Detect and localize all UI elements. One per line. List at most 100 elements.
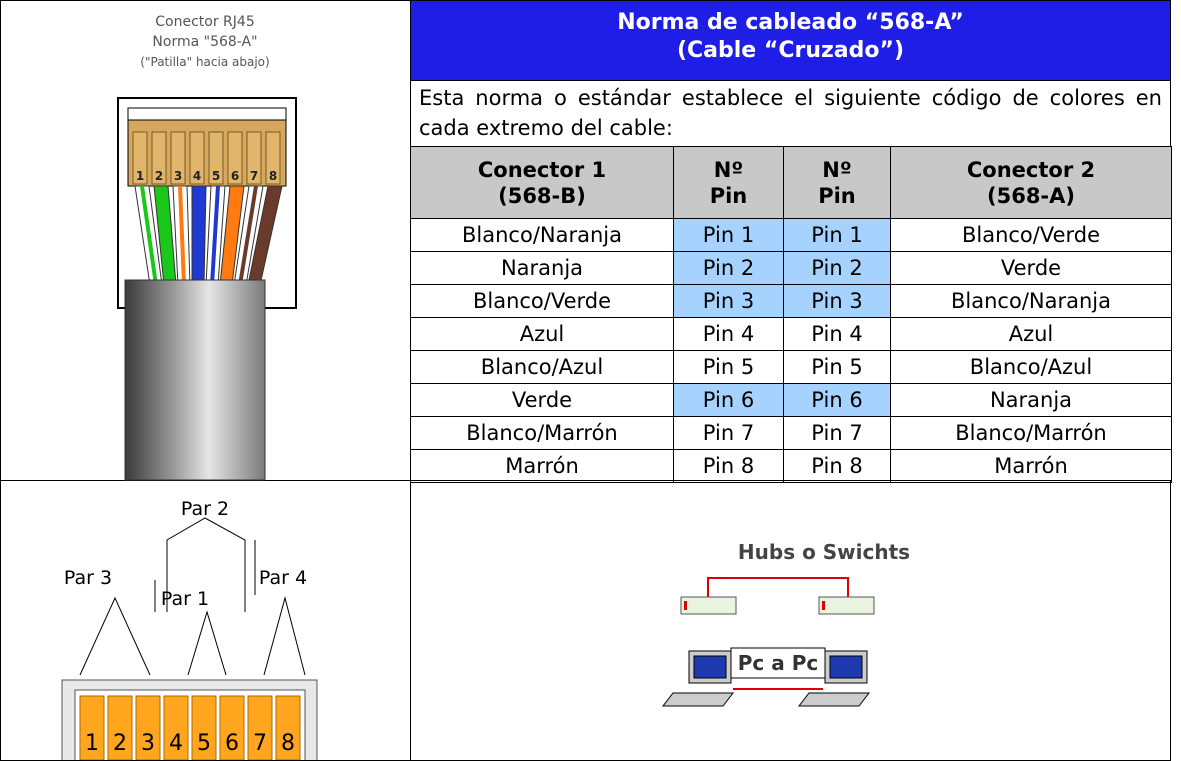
pin-number: 3 (174, 169, 182, 183)
table-cell: Pin 8 (783, 449, 891, 483)
header-line: (568-A) (987, 183, 1075, 208)
shape (684, 601, 687, 610)
column-header: Conector 1 (568-B) (410, 146, 674, 219)
header-line: (568-B) (498, 183, 586, 208)
shape (829, 655, 863, 679)
shape (822, 601, 825, 610)
wire-stripe (140, 186, 158, 285)
pair-label: Par 1 (161, 588, 209, 610)
pin (189, 131, 205, 185)
column-header: Nº Pin (783, 146, 891, 219)
shape (730, 647, 826, 679)
shape (680, 596, 737, 615)
table-cell: Pin 3 (673, 284, 784, 318)
header-line: Nº (822, 157, 852, 182)
caption: Norma "568-A" (152, 34, 257, 50)
pin (79, 695, 105, 760)
table-cell: Pin 2 (673, 251, 784, 285)
shape (661, 650, 871, 707)
shape (797, 692, 871, 707)
hubs-label: Hubs o Swichts (738, 540, 910, 564)
table-cell: Blanco/Naranja (890, 284, 1172, 318)
table-cell: Verde (410, 383, 674, 417)
pin-number: 2 (113, 731, 127, 756)
header-line: Conector 2 (966, 157, 1096, 182)
pin (227, 131, 243, 185)
table-cell: Pin 7 (783, 416, 891, 450)
table-cell: Marrón (410, 449, 674, 483)
pin (275, 695, 301, 760)
table-cell: Naranja (890, 383, 1172, 417)
pin-number: 5 (197, 731, 211, 756)
pin (163, 695, 189, 760)
description: Esta norma o estándar establece el sigui… (410, 80, 1171, 147)
pair-label: Par 2 (181, 498, 229, 520)
pin-number: 1 (136, 169, 144, 183)
pin-number: 2 (155, 169, 163, 183)
header-line: Pin (709, 183, 748, 208)
shape (818, 596, 875, 615)
subtitle: (Cable “Cruzado”) (676, 38, 905, 63)
network-drawing: Hubs o Swichts Pc a Pc (661, 540, 910, 707)
pair-label: Par 4 (259, 567, 307, 589)
pin-number: 4 (169, 731, 183, 756)
wire-stripe (178, 186, 186, 285)
table-cell: Pin 1 (783, 218, 891, 252)
table-cell: Pin 6 (673, 383, 784, 417)
caption: ("Patilla" hacia abajo) (140, 55, 269, 69)
pin-number: 6 (225, 731, 239, 756)
line (707, 577, 849, 597)
pin (247, 695, 273, 760)
table-cell: Pin 5 (673, 350, 784, 384)
pin-number: 5 (212, 169, 220, 183)
pin (170, 131, 186, 185)
shape (127, 107, 287, 121)
shape (693, 655, 727, 679)
table-cell: Pin 4 (673, 317, 784, 351)
line (166, 517, 246, 612)
table-cell: Pin 4 (783, 317, 891, 351)
pin (219, 695, 245, 760)
header-line: Pin (818, 183, 856, 208)
connector-drawing: Conector RJ45 Norma "568-A" ("Patilla" h… (61, 14, 318, 760)
table-cell: Blanco/Marrón (890, 416, 1172, 450)
pin-number: 1 (85, 731, 99, 756)
line (263, 596, 306, 676)
table-cell: Pin 3 (783, 284, 891, 318)
title: Norma de cableado “568-A” (617, 10, 964, 35)
table-cell: Azul (890, 317, 1172, 351)
table-cell: Blanco/Marrón (410, 416, 674, 450)
table-cell: Verde (890, 251, 1172, 285)
table-cell: Naranja (410, 251, 674, 285)
pin-number: 7 (250, 169, 258, 183)
shape (661, 692, 735, 707)
column-header: Conector 2 (568-A) (890, 146, 1172, 219)
table-cell: Pin 5 (783, 350, 891, 384)
pin (208, 131, 224, 185)
table-cell: Pin 2 (783, 251, 891, 285)
pin (107, 695, 133, 760)
wire (191, 185, 207, 286)
table-cell: Blanco/Verde (410, 284, 674, 318)
wire-stripe (238, 186, 258, 285)
table-cell: Pin 7 (673, 416, 784, 450)
table-cell: Blanco/Azul (890, 350, 1172, 384)
pin (151, 131, 167, 185)
pin (132, 131, 148, 185)
header-line: Conector 1 (477, 157, 607, 182)
table-cell: Pin 8 (673, 449, 784, 483)
wire-stripe (210, 186, 220, 285)
table-cell: Azul (410, 317, 674, 351)
pin-number: 6 (231, 169, 239, 183)
table-cell: Blanco/Azul (410, 350, 674, 384)
title-bar: Norma de cableado “568-A” (Cable “Cruzad… (410, 0, 1171, 81)
table-cell: Pin 6 (783, 383, 891, 417)
pin-number: 7 (253, 731, 267, 756)
table-cell: Blanco/Naranja (410, 218, 674, 252)
table-cell: Blanco/Verde (890, 218, 1172, 252)
caption: Conector RJ45 (155, 14, 254, 30)
header-line: Nº (713, 157, 744, 182)
